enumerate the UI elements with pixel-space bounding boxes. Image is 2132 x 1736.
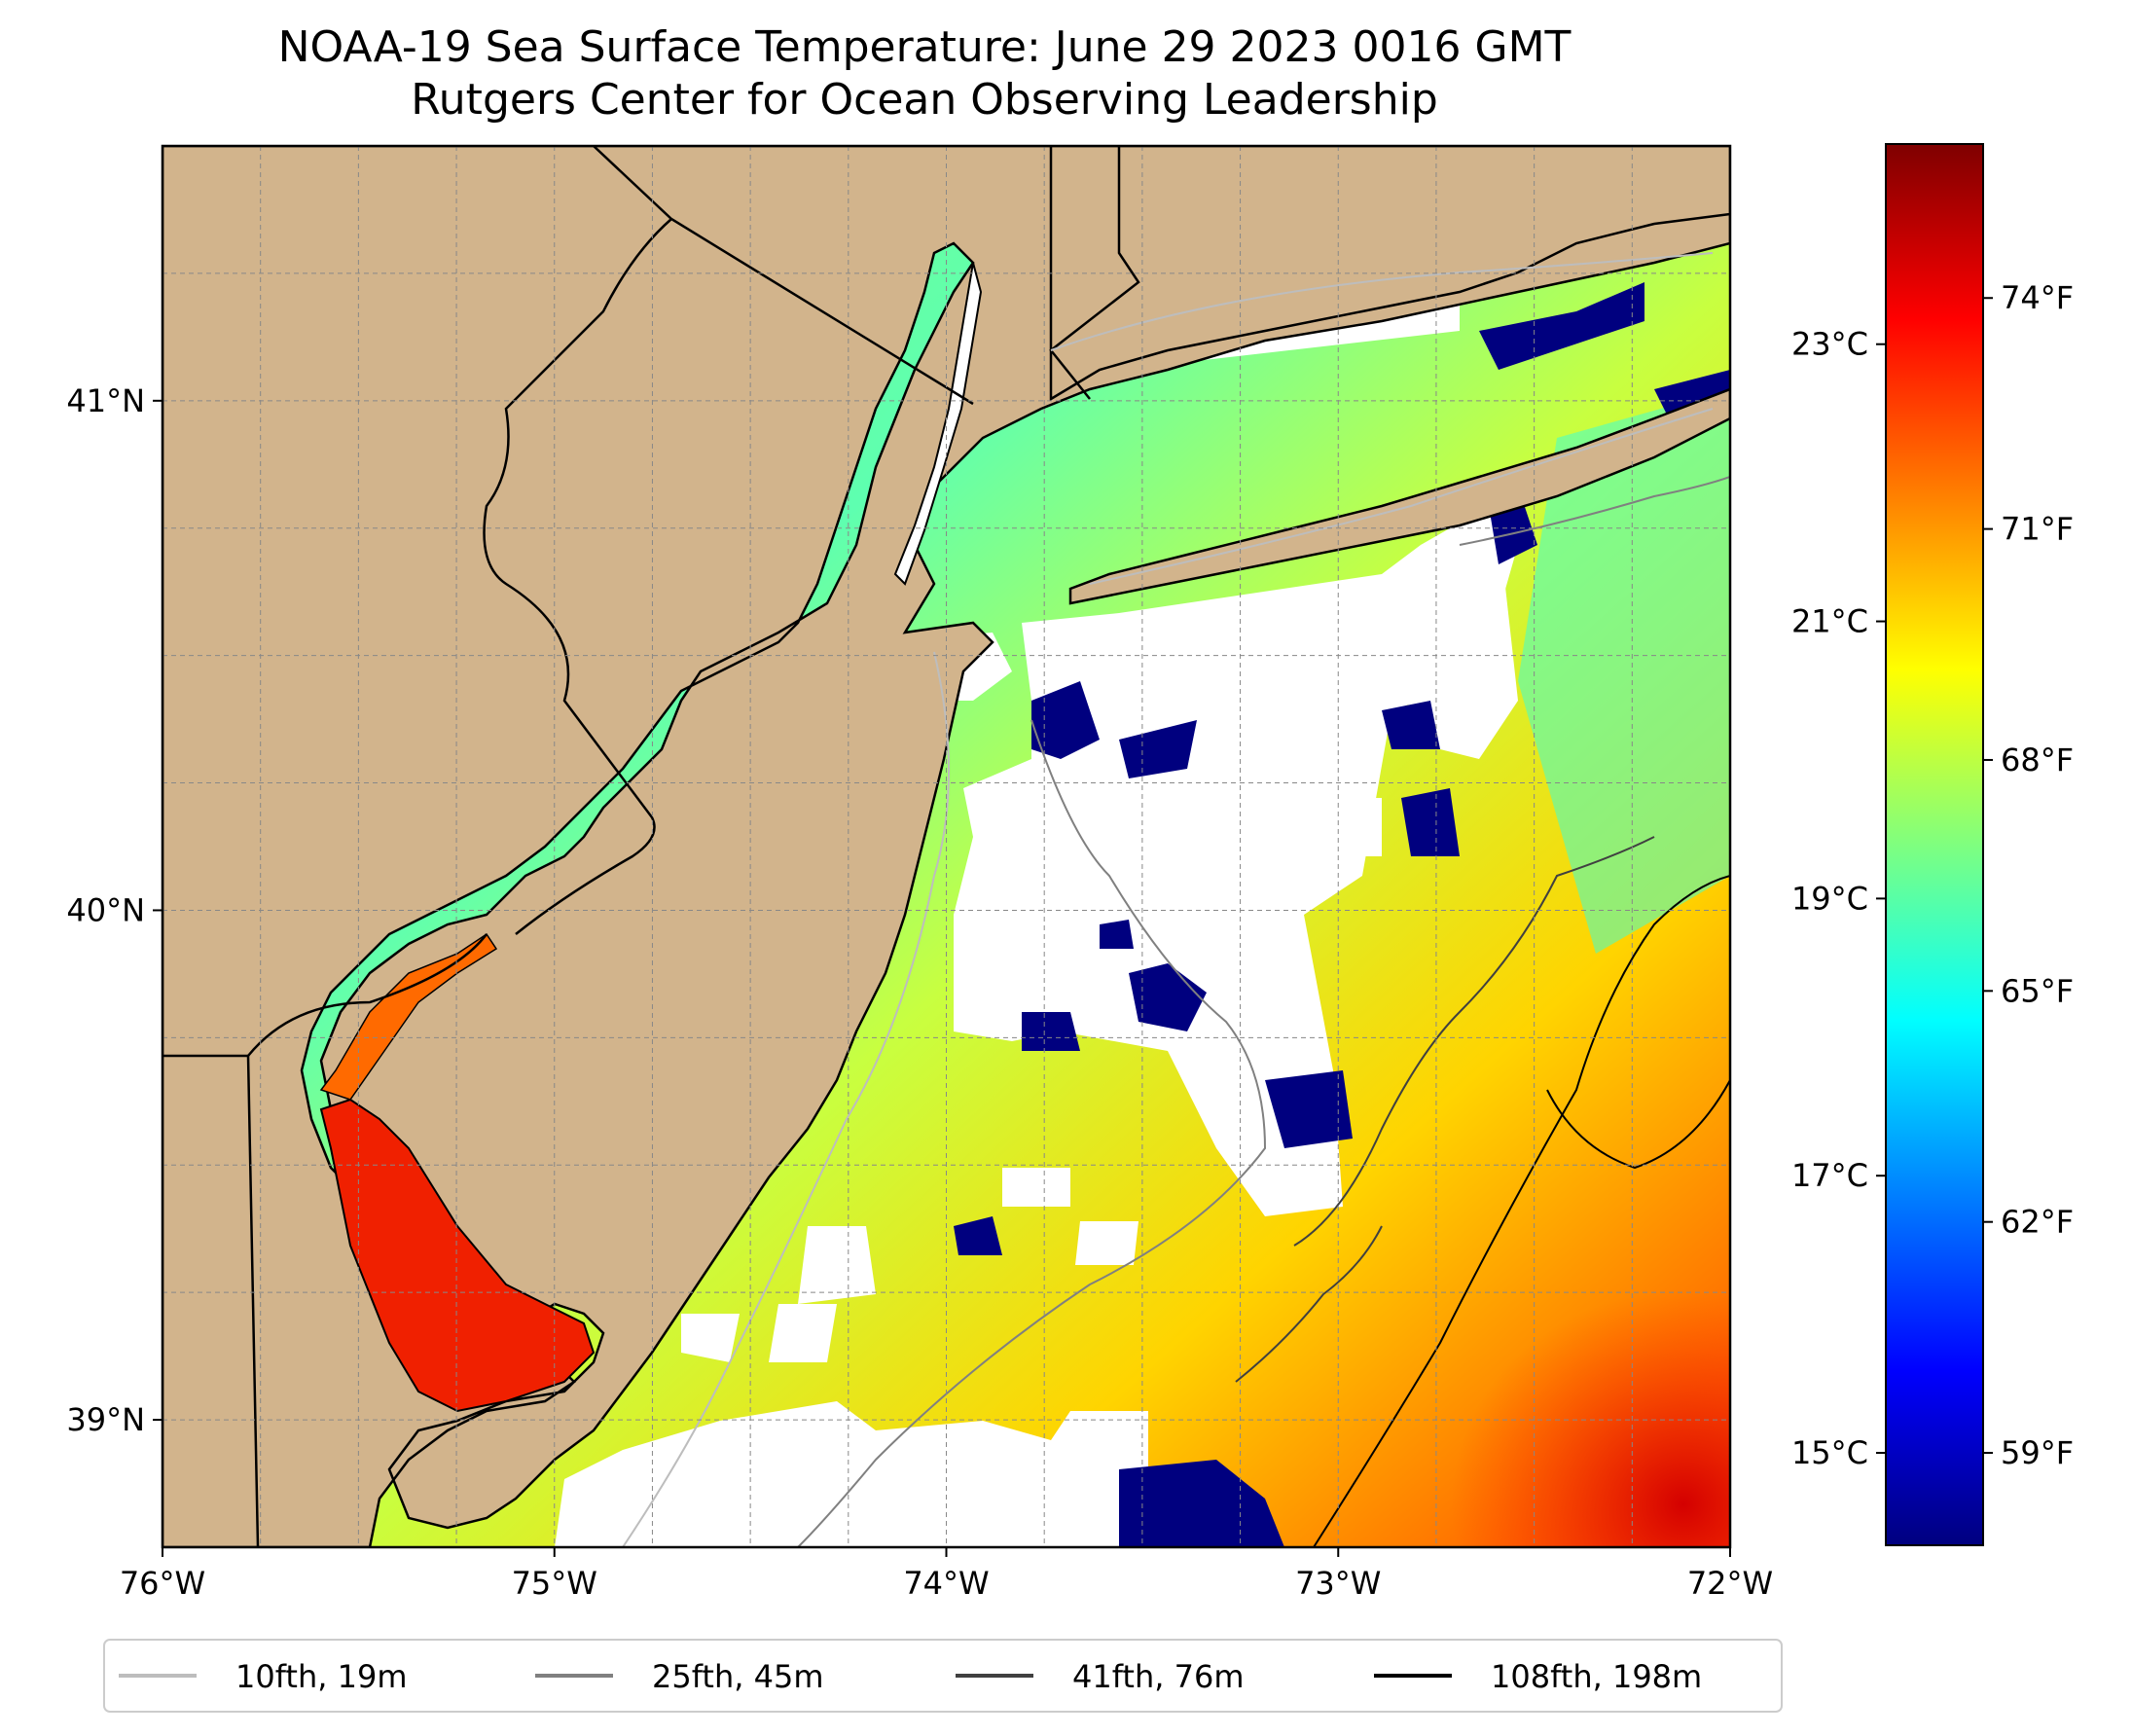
- lon-tick-label: 76°W: [120, 1565, 205, 1602]
- f-tick-label: 65°F: [2001, 972, 2074, 1009]
- cold-edge-pixels: [954, 282, 1730, 1547]
- lon-tick-label: 72°W: [1687, 1565, 1773, 1602]
- c-tick-label: 17°C: [1791, 1157, 1868, 1194]
- f-tick-label: 71°F: [2001, 511, 2074, 548]
- delaware-estuary: [319, 932, 596, 1413]
- lat-tick-label: 39°N: [66, 1401, 145, 1438]
- f-tick-label: 68°F: [2001, 741, 2074, 778]
- legend-box: [103, 1639, 1783, 1713]
- f-tick-label: 62°F: [2001, 1204, 2074, 1241]
- map-title: NOAA-19 Sea Surface Temperature: June 29…: [0, 21, 1849, 127]
- colorbar: [1885, 143, 1984, 1546]
- bathymetry-contours: [622, 252, 1730, 1547]
- lat-tick-label: 41°N: [66, 382, 145, 419]
- cool-region: [1518, 389, 1730, 954]
- lon-tick-label: 75°W: [512, 1565, 597, 1602]
- title-line-2: Rutgers Center for Ocean Observing Leade…: [411, 75, 1438, 125]
- legend-label: 10fth, 19m: [235, 1658, 407, 1695]
- lon-tick-label: 74°W: [903, 1565, 989, 1602]
- legend-label: 108fth, 198m: [1491, 1658, 1702, 1695]
- sst-map: [163, 146, 1730, 1547]
- graticule: [163, 146, 1730, 1547]
- longitude-axis: 76°W 75°W 74°W 73°W 72°W: [120, 1547, 1773, 1602]
- c-tick-label: 15°C: [1791, 1434, 1868, 1471]
- hudson-river: [893, 262, 983, 586]
- latitude-axis: 39°N 40°N 41°N: [66, 382, 163, 1438]
- colorbar-celsius-axis: 15°C 17°C 19°C 21°C 23°C: [1791, 326, 1886, 1471]
- warm-region: [1265, 1119, 1730, 1547]
- c-tick-label: 19°C: [1791, 880, 1868, 917]
- title-line-1: NOAA-19 Sea Surface Temperature: June 29…: [277, 22, 1572, 72]
- state-borders: [163, 146, 1140, 1547]
- f-tick-label: 74°F: [2001, 279, 2074, 316]
- legend-label: 25fth, 45m: [652, 1658, 823, 1695]
- c-tick-label: 21°C: [1791, 603, 1868, 640]
- lon-tick-label: 73°W: [1295, 1565, 1381, 1602]
- f-tick-label: 59°F: [2001, 1434, 2074, 1471]
- legend: 10fth, 19m 25fth, 45m 41fth, 76m 108fth, 19…: [119, 1658, 1702, 1695]
- colorbar-fahrenheit-axis: 59°F 62°F 65°F 68°F 71°F 74°F: [1983, 279, 2074, 1471]
- c-tick-label: 23°C: [1791, 326, 1868, 363]
- lat-tick-label: 40°N: [66, 891, 145, 928]
- legend-label: 41fth, 76m: [1072, 1658, 1244, 1695]
